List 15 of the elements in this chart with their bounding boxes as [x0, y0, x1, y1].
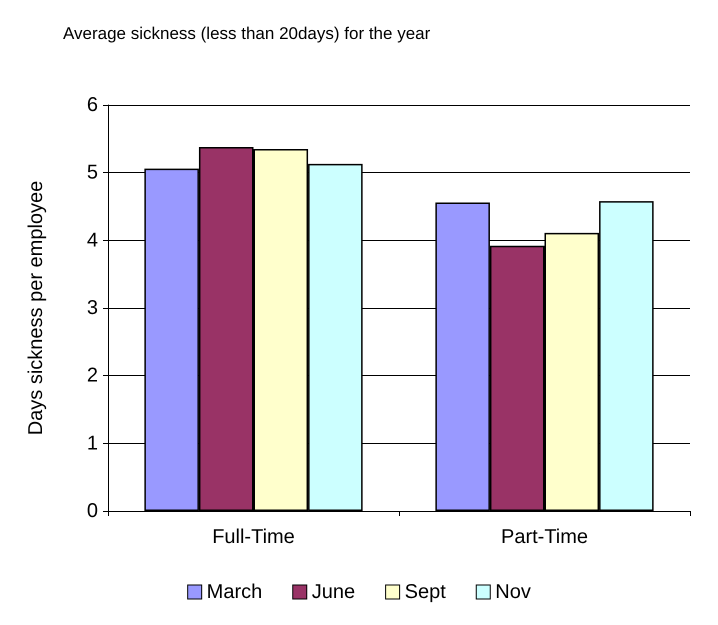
y-tick-label: 6 [86, 94, 98, 116]
y-tick-label: 5 [86, 162, 98, 184]
y-tick-label: 2 [86, 364, 98, 387]
legend-label: Nov [495, 581, 531, 603]
legend-label: March [206, 581, 262, 603]
y-axis-title: Days sickness per employee [25, 180, 47, 436]
y-tick-label: 4 [86, 229, 98, 252]
y-tick-label: 1 [86, 432, 98, 454]
y-tick-label: 0 [86, 500, 98, 522]
x-tick-label: Part-Time [500, 526, 588, 548]
chart-title: Average sickness (less than 20days) for the year [63, 24, 431, 43]
legend-label: June [312, 581, 356, 603]
legend-label: Sept [404, 581, 446, 603]
y-tick-label: 3 [86, 297, 98, 319]
x-tick-label: Full-Time [212, 526, 295, 548]
